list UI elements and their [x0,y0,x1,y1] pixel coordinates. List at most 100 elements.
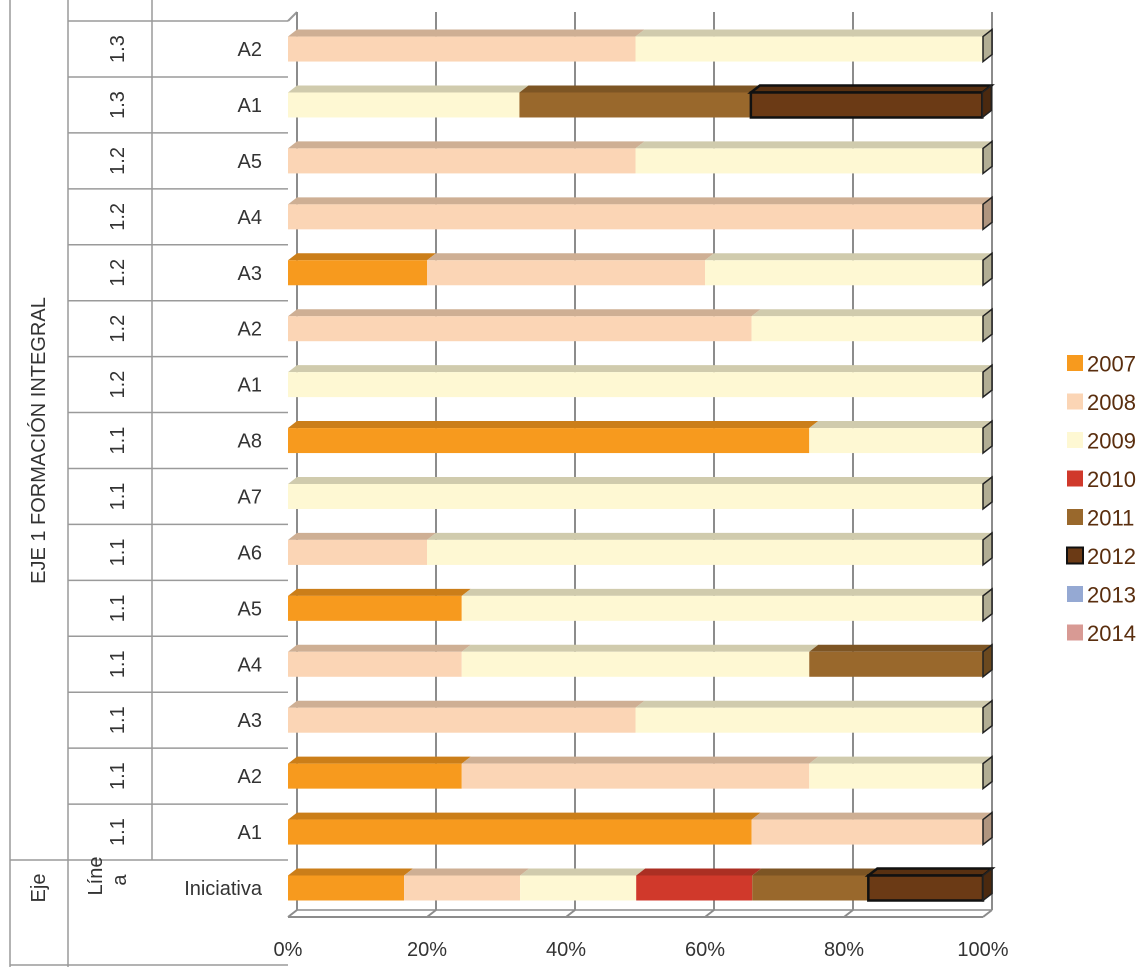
header-eje: Eje [28,874,50,903]
bar-segment [288,92,520,118]
legend-label: 2008 [1087,390,1136,415]
category-label: A7 [238,486,262,508]
bar-end-cap [982,139,993,175]
bar-end-cap [982,475,993,511]
bar-segment-top [288,309,761,317]
bar-segment-top [635,141,992,149]
bar-segment-top [751,309,992,317]
category-label: A5 [238,598,262,620]
bar-segment-top [809,421,992,429]
bar-segment [635,707,983,733]
floor-gridline [287,909,298,918]
x-tick-label: 20% [407,939,447,961]
bar-end-cap [982,699,993,735]
linea-label: 1.1 [107,594,129,622]
group-label: EJE 1 FORMACIÓN INTEGRAL [27,297,50,584]
legend-swatch [1067,355,1083,371]
bar-segment [519,92,751,118]
linea-label: 1.1 [107,650,129,678]
x-tick-label: 40% [546,939,586,961]
legend-label: 2009 [1087,429,1136,454]
bar-end-cap [982,811,993,847]
linea-label: 1.1 [107,427,129,455]
bar-segment-top [288,868,414,876]
category-label: A4 [238,654,262,676]
linea-label: 1.3 [107,35,129,63]
linea-label: 1.2 [107,147,129,175]
bar-segment-top [288,700,645,708]
bar-segment [867,874,985,902]
bar-segment-top [705,253,992,261]
header-linea: Líne [85,857,107,896]
bar-segment-top [461,588,992,596]
category-label: A3 [238,710,262,732]
bar-segment-top [288,365,992,373]
bar-segment-top [288,141,645,149]
bar-segment [288,819,752,845]
legend-label: 2014 [1087,621,1136,646]
bar-segment-top [404,868,530,876]
category-label: A2 [238,766,262,788]
header-iniciativa: Iniciativa [184,878,263,900]
bar-end-cap [982,307,993,343]
bar-segment [809,763,983,789]
bar-segment-top [288,588,471,596]
legend-label: 2011 [1087,506,1134,531]
bar-segment [288,707,636,733]
bar-segment [404,875,521,901]
bar-segment-top [288,197,992,205]
bar-end-cap [982,866,993,903]
bar-end-cap [982,419,993,455]
bar-segment [288,595,462,621]
bar-segment-top [636,868,762,876]
linea-label: 1.3 [107,91,129,119]
bar-end-cap [982,251,993,287]
bar-segment [461,651,810,677]
back-wall-top [287,11,298,22]
bar-segment-top [461,644,819,652]
legend-swatch [1067,586,1083,602]
bar-segment [288,316,752,342]
x-tick-label: 0% [274,939,303,961]
legend-swatch [1067,509,1083,525]
bar-segment [635,148,983,174]
bar-segment-top [288,476,992,484]
category-label: A4 [238,207,262,229]
bar-segment [751,819,983,845]
legend-label: 2007 [1087,352,1136,377]
category-axis: EJE 1 FORMACIÓN INTEGRAL Eje Líne a Iniciati… [9,0,288,967]
legend-label: 2010 [1087,467,1136,492]
bar-segment [288,483,983,509]
bar-segment-top [427,253,714,261]
bar-segment [749,91,984,119]
linea-label: 1.1 [107,483,129,511]
legend-swatch [1067,624,1083,641]
bar-segment [288,539,427,565]
bar-segment [288,372,983,398]
bar-segment [636,875,753,901]
bar-end-cap [982,587,993,623]
bar-segment-top [809,644,992,652]
category-label: A1 [238,95,262,117]
bar-segment-top [288,532,436,540]
category-label: A3 [238,263,262,285]
bar-segment-top [751,812,992,820]
bar-segment [461,763,810,789]
bar-segment [288,763,462,789]
category-label: A8 [238,431,262,453]
bar-segment-top [520,868,646,876]
x-tick-label: 80% [824,939,864,961]
bar-end-cap [982,531,993,567]
bar-segment-top [288,644,471,652]
legend-swatch [1066,546,1084,565]
bar-segment [461,595,983,621]
bar-segment [809,651,983,677]
bar-segment-top [752,868,878,876]
bar-segment [288,204,983,230]
bar-segment-top [288,29,645,37]
bar-segment [809,428,983,454]
linea-label: 1.1 [107,539,129,567]
legend-label: 2013 [1087,583,1136,608]
bar-segment [427,539,983,565]
